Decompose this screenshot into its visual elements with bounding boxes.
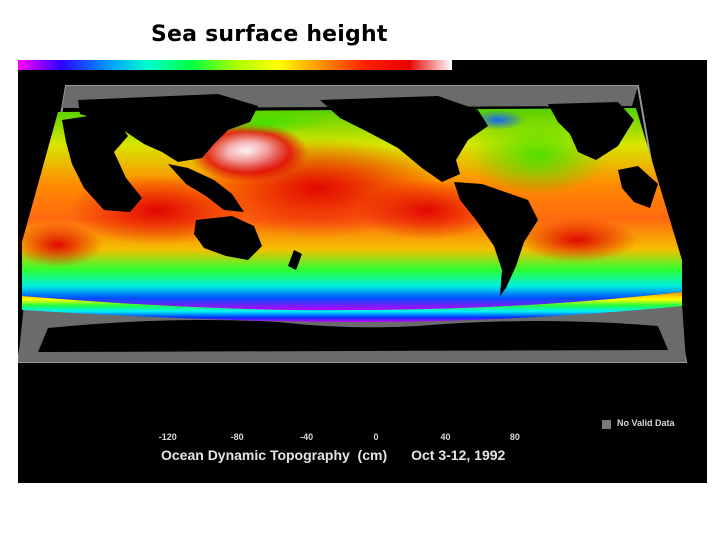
australia-shape	[194, 216, 262, 260]
map-visual	[18, 85, 688, 363]
southern-ocean-wall	[22, 292, 682, 322]
color-scale-tick-label: -40	[300, 432, 314, 442]
color-scale-tick-label: -120	[158, 432, 177, 442]
no-data-label: No Valid Data	[617, 418, 675, 428]
europe-africa-east-shape	[548, 102, 634, 160]
north-america-shape	[320, 96, 488, 182]
maritime-asia-shape	[168, 164, 244, 212]
new-zealand-shape	[288, 250, 302, 270]
caption-date: Oct 3-12, 1992	[411, 447, 506, 463]
south-america-shape	[454, 182, 538, 296]
sea-surface-height-map: -120 -80 -40 0 40 80 No Valid Data Ocean Dyna…	[18, 60, 707, 483]
map-caption: Ocean Dynamic Topography (cm) Oct 3-12, 1…	[161, 447, 505, 463]
africa-east-shape	[618, 166, 658, 208]
color-scale-tick-label: 0	[373, 432, 379, 442]
antarctica-shape	[38, 320, 668, 352]
eurasia-shape	[78, 94, 258, 162]
color-scale-tick-label: 80	[509, 432, 520, 442]
color-scale-tick-label: 40	[440, 432, 451, 442]
africa-shape	[62, 116, 142, 212]
page-title: Sea surface height	[151, 22, 388, 47]
caption-measure: Ocean Dynamic Topography (cm)	[161, 447, 388, 463]
color-scale-bar	[18, 60, 452, 70]
no-data-swatch	[602, 420, 611, 429]
color-scale-tick-label: -80	[230, 432, 244, 442]
